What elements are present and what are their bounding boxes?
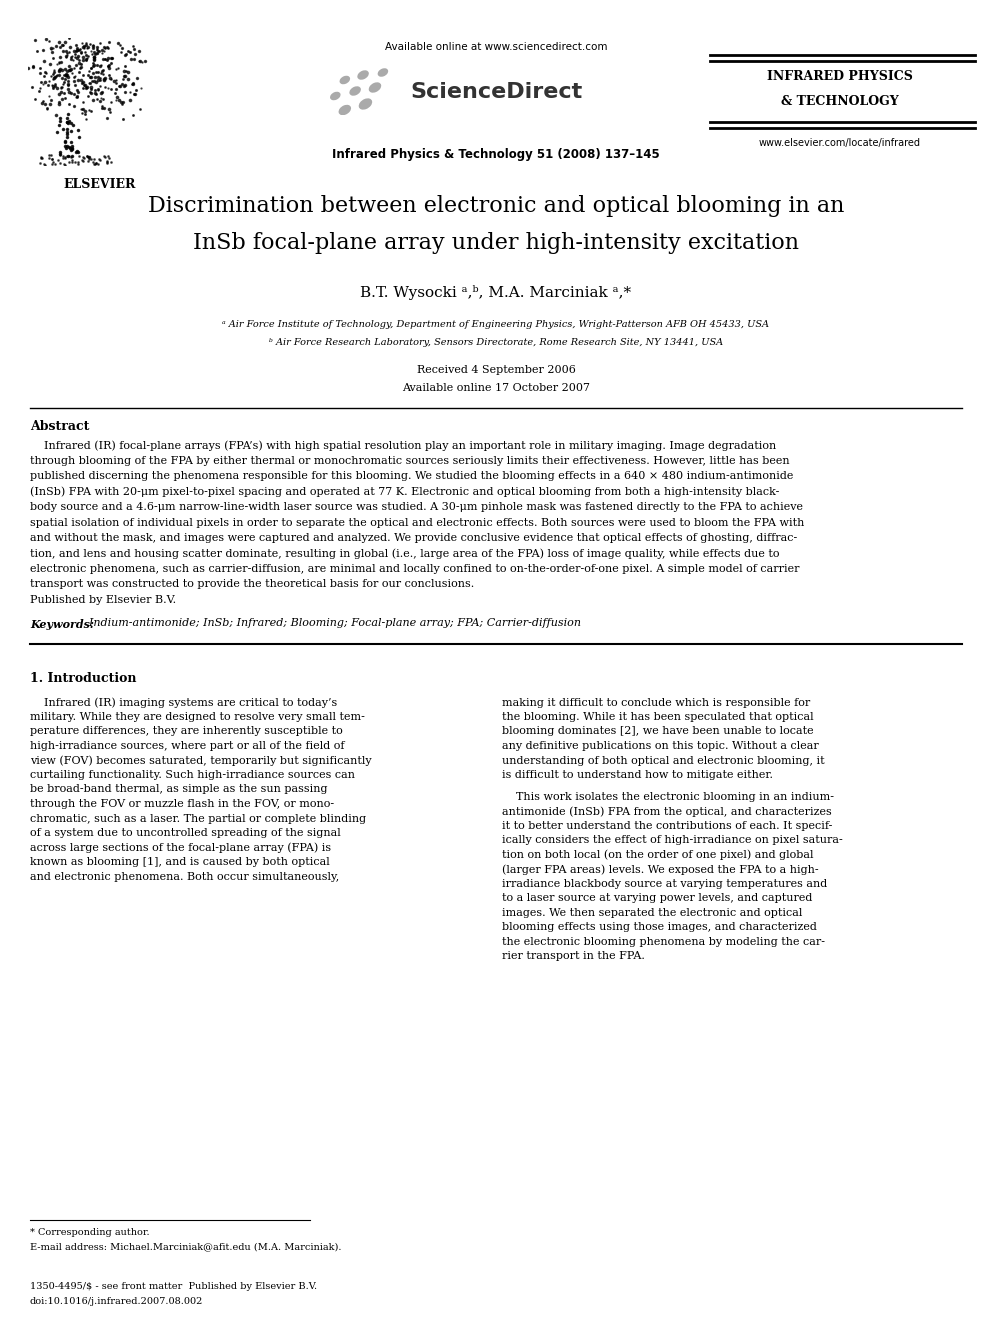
Text: (larger FPA areas) levels. We exposed the FPA to a high-: (larger FPA areas) levels. We exposed th… [502, 864, 818, 875]
Text: antimonide (InSb) FPA from the optical, and characterizes: antimonide (InSb) FPA from the optical, … [502, 806, 831, 816]
Text: tion, and lens and housing scatter dominate, resulting in global (i.e., large ar: tion, and lens and housing scatter domin… [30, 549, 780, 560]
Text: blooming dominates [2], we have been unable to locate: blooming dominates [2], we have been una… [502, 726, 813, 737]
Text: * Corresponding author.: * Corresponding author. [30, 1228, 150, 1237]
Text: chromatic, such as a laser. The partial or complete blinding: chromatic, such as a laser. The partial … [30, 814, 366, 823]
Text: and without the mask, and images were captured and analyzed. We provide conclusi: and without the mask, and images were ca… [30, 533, 798, 542]
Text: Infrared (IR) focal-plane arrays (FPA’s) with high spatial resolution play an im: Infrared (IR) focal-plane arrays (FPA’s)… [30, 441, 777, 451]
Text: doi:10.1016/j.infrared.2007.08.002: doi:10.1016/j.infrared.2007.08.002 [30, 1297, 203, 1306]
Text: B.T. Wysocki ᵃ,ᵇ, M.A. Marciniak ᵃ,*: B.T. Wysocki ᵃ,ᵇ, M.A. Marciniak ᵃ,* [360, 284, 632, 300]
Ellipse shape [339, 75, 350, 85]
Text: body source and a 4.6-μm narrow-line-width laser source was studied. A 30-μm pin: body source and a 4.6-μm narrow-line-wid… [30, 501, 803, 512]
Text: www.elsevier.com/locate/infrared: www.elsevier.com/locate/infrared [759, 138, 921, 148]
Text: the electronic blooming phenomena by modeling the car-: the electronic blooming phenomena by mod… [502, 937, 825, 947]
Ellipse shape [357, 70, 369, 79]
Text: E-mail address: Michael.Marciniak@afit.edu (M.A. Marciniak).: E-mail address: Michael.Marciniak@afit.e… [30, 1242, 341, 1252]
Text: images. We then separated the electronic and optical: images. We then separated the electronic… [502, 908, 803, 918]
Text: is difficult to understand how to mitigate either.: is difficult to understand how to mitiga… [502, 770, 773, 781]
Text: the blooming. While it has been speculated that optical: the blooming. While it has been speculat… [502, 712, 813, 722]
Text: any definitive publications on this topic. Without a clear: any definitive publications on this topi… [502, 741, 818, 751]
Text: Received 4 September 2006: Received 4 September 2006 [417, 365, 575, 374]
Text: Indium-antimonide; InSb; Infrared; Blooming; Focal-plane array; FPA; Carrier-dif: Indium-antimonide; InSb; Infrared; Bloom… [82, 618, 581, 628]
Text: view (FOV) becomes saturated, temporarily but significantly: view (FOV) becomes saturated, temporaril… [30, 755, 372, 766]
Text: Discrimination between electronic and optical blooming in an: Discrimination between electronic and op… [148, 194, 844, 217]
Text: published discerning the phenomena responsible for this blooming. We studied the: published discerning the phenomena respo… [30, 471, 794, 482]
Text: military. While they are designed to resolve very small tem-: military. While they are designed to res… [30, 712, 365, 722]
Text: Infrared Physics & Technology 51 (2008) 137–145: Infrared Physics & Technology 51 (2008) … [332, 148, 660, 161]
Text: Infrared (IR) imaging systems are critical to today’s: Infrared (IR) imaging systems are critic… [30, 697, 337, 708]
Text: electronic phenomena, such as carrier-diffusion, are minimal and locally confine: electronic phenomena, such as carrier-di… [30, 564, 800, 574]
Text: curtailing functionality. Such high-irradiance sources can: curtailing functionality. Such high-irra… [30, 770, 355, 781]
Text: 1. Introduction: 1. Introduction [30, 672, 137, 684]
Text: blooming effects using those images, and characterized: blooming effects using those images, and… [502, 922, 816, 933]
Text: perature differences, they are inherently susceptible to: perature differences, they are inherentl… [30, 726, 343, 737]
Text: 1350-4495/$ - see front matter  Published by Elsevier B.V.: 1350-4495/$ - see front matter Published… [30, 1282, 317, 1291]
Text: Available online at www.sciencedirect.com: Available online at www.sciencedirect.co… [385, 42, 607, 52]
Text: ically considers the effect of high-irradiance on pixel satura-: ically considers the effect of high-irra… [502, 835, 843, 845]
Text: ELSEVIER: ELSEVIER [63, 179, 136, 191]
Ellipse shape [338, 105, 351, 115]
Text: & TECHNOLOGY: & TECHNOLOGY [781, 95, 899, 108]
Text: ᵃ Air Force Institute of Technology, Department of Engineering Physics, Wright-P: ᵃ Air Force Institute of Technology, Dep… [222, 320, 770, 329]
Text: Keywords:: Keywords: [30, 618, 94, 630]
Text: high-irradiance sources, where part or all of the field of: high-irradiance sources, where part or a… [30, 741, 344, 751]
Text: it to better understand the contributions of each. It specif-: it to better understand the contribution… [502, 820, 832, 831]
Text: spatial isolation of individual pixels in order to separate the optical and elec: spatial isolation of individual pixels i… [30, 517, 805, 528]
Text: Abstract: Abstract [30, 419, 89, 433]
Text: Available online 17 October 2007: Available online 17 October 2007 [402, 382, 590, 393]
Ellipse shape [359, 98, 372, 110]
Text: rier transport in the FPA.: rier transport in the FPA. [502, 951, 645, 962]
Ellipse shape [330, 91, 340, 101]
Text: (InSb) FPA with 20-μm pixel-to-pixel spacing and operated at 77 K. Electronic an: (InSb) FPA with 20-μm pixel-to-pixel spa… [30, 487, 780, 497]
Text: ScienceDirect: ScienceDirect [410, 82, 582, 102]
Text: InSb focal-plane array under high-intensity excitation: InSb focal-plane array under high-intens… [193, 232, 799, 254]
Text: understanding of both optical and electronic blooming, it: understanding of both optical and electr… [502, 755, 824, 766]
Text: of a system due to uncontrolled spreading of the signal: of a system due to uncontrolled spreadin… [30, 828, 340, 837]
Text: ᵇ Air Force Research Laboratory, Sensors Directorate, Rome Research Site, NY 134: ᵇ Air Force Research Laboratory, Sensors… [269, 337, 723, 347]
Text: to a laser source at varying power levels, and captured: to a laser source at varying power level… [502, 893, 812, 904]
Ellipse shape [378, 69, 388, 77]
Text: Published by Elsevier B.V.: Published by Elsevier B.V. [30, 595, 177, 605]
Text: and electronic phenomena. Both occur simultaneously,: and electronic phenomena. Both occur sim… [30, 872, 339, 881]
Text: making it difficult to conclude which is responsible for: making it difficult to conclude which is… [502, 697, 810, 708]
Text: across large sections of the focal-plane array (FPA) is: across large sections of the focal-plane… [30, 843, 331, 853]
Text: be broad-band thermal, as simple as the sun passing: be broad-band thermal, as simple as the … [30, 785, 327, 795]
Text: tion on both local (on the order of one pixel) and global: tion on both local (on the order of one … [502, 849, 813, 860]
Text: INFRARED PHYSICS: INFRARED PHYSICS [767, 70, 913, 83]
Text: irradiance blackbody source at varying temperatures and: irradiance blackbody source at varying t… [502, 878, 827, 889]
Text: through the FOV or muzzle flash in the FOV, or mono-: through the FOV or muzzle flash in the F… [30, 799, 334, 808]
Text: through blooming of the FPA by either thermal or monochromatic sources seriously: through blooming of the FPA by either th… [30, 455, 790, 466]
Ellipse shape [349, 86, 361, 95]
Text: known as blooming [1], and is caused by both optical: known as blooming [1], and is caused by … [30, 857, 329, 867]
Text: transport was constructed to provide the theoretical basis for our conclusions.: transport was constructed to provide the… [30, 579, 474, 590]
Ellipse shape [369, 82, 381, 93]
Text: This work isolates the electronic blooming in an indium-: This work isolates the electronic bloomi… [502, 791, 834, 802]
